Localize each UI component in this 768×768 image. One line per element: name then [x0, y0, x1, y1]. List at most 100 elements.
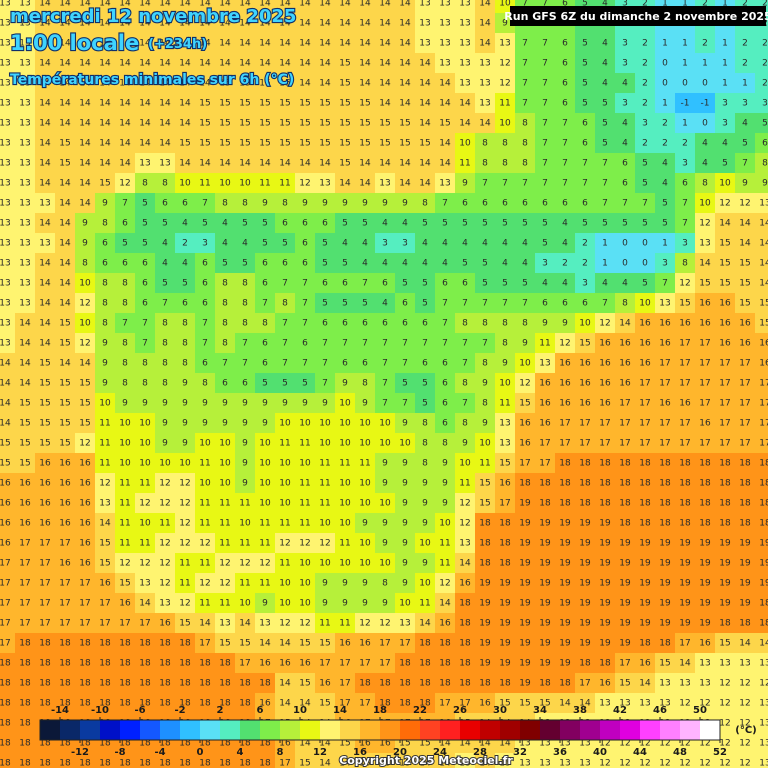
temperature-value: 17 — [339, 659, 350, 669]
temperature-cell — [435, 413, 456, 434]
temperature-value: 16 — [599, 359, 611, 369]
colorbar-label: -4 — [154, 747, 165, 758]
temperature-value: 15 — [279, 99, 290, 109]
temperature-value: 9 — [562, 319, 568, 329]
temperature-cell — [455, 313, 476, 334]
temperature-cell — [655, 593, 676, 614]
temperature-value: 18 — [679, 479, 691, 489]
temperature-cell — [415, 133, 436, 154]
temperature-cell — [215, 753, 236, 768]
temperature-value: 15 — [679, 299, 690, 309]
temperature-value: 14 — [299, 39, 311, 49]
temperature-value: 14 — [419, 759, 431, 768]
temperature-cell — [155, 73, 176, 94]
temperature-cell — [15, 553, 36, 574]
temperature-cell — [675, 453, 696, 474]
temperature-value: 14 — [119, 79, 131, 89]
temperature-cell — [115, 73, 136, 94]
temperature-cell — [15, 133, 36, 154]
temperature-value: 4 — [382, 259, 388, 269]
colorbar-label: 10 — [293, 705, 307, 716]
temperature-cell — [95, 353, 116, 374]
temperature-value: 14 — [159, 0, 171, 9]
temperature-cell — [395, 0, 416, 14]
temperature-cell — [435, 633, 456, 654]
temperature-value: 14 — [239, 159, 251, 169]
colorbar-label: 6 — [257, 705, 264, 716]
temperature-cell — [455, 533, 476, 554]
temperature-value: 16 — [159, 619, 171, 629]
temperature-value: 5 — [602, 99, 608, 109]
temperature-value: 14 — [319, 759, 331, 768]
temperature-cell — [115, 753, 136, 768]
temperature-cell — [475, 433, 496, 454]
temperature-value: 18 — [759, 619, 768, 629]
temperature-value: 9 — [322, 399, 328, 409]
temperature-value: 19 — [739, 599, 751, 609]
temperature-cell — [635, 413, 656, 434]
temperature-cell — [55, 473, 76, 494]
temperature-cell — [555, 493, 576, 514]
temperature-cell — [235, 373, 256, 394]
temperature-value: 7 — [382, 359, 388, 369]
temperature-cell — [375, 333, 396, 354]
temperature-value: 5 — [422, 299, 428, 309]
temperature-value: 15 — [59, 319, 70, 329]
temperature-value: 8 — [682, 259, 688, 269]
temperature-cell — [55, 0, 76, 14]
temperature-value: 14 — [379, 19, 391, 29]
temperature-value: 18 — [439, 679, 451, 689]
temperature-cell — [655, 433, 676, 454]
temperature-value: 8 — [382, 579, 388, 589]
temperature-value: 10 — [239, 179, 251, 189]
temperature-cell — [715, 153, 736, 174]
temperature-value: 18 — [399, 699, 411, 709]
temperature-cell — [375, 253, 396, 274]
temperature-value: 12 — [619, 739, 630, 749]
temperature-value: 11 — [279, 559, 290, 569]
temperature-cell — [0, 333, 16, 354]
temperature-cell — [515, 593, 536, 614]
temperature-cell — [315, 573, 336, 594]
temperature-value: 13 — [139, 159, 150, 169]
temperature-cell — [655, 673, 676, 694]
temperature-value: 2 — [642, 139, 648, 149]
temperature-cell — [115, 133, 136, 154]
colorbar-swatch — [620, 720, 641, 740]
temperature-value: 17 — [619, 659, 630, 669]
temperature-cell — [195, 493, 216, 514]
temperature-value: 11 — [239, 539, 250, 549]
temperature-cell — [115, 473, 136, 494]
temperature-cell — [455, 693, 476, 714]
temperature-cell — [235, 753, 256, 768]
temperature-value: 12 — [719, 759, 730, 768]
temperature-cell — [535, 173, 556, 194]
temperature-cell — [315, 493, 336, 514]
temperature-cell — [35, 113, 56, 134]
temperature-value: 18 — [679, 519, 691, 529]
temperature-cell — [435, 0, 456, 14]
temperature-cell — [0, 413, 16, 434]
temperature-cell — [355, 133, 376, 154]
temperature-value: 10 — [259, 499, 271, 509]
temperature-value: 18 — [559, 459, 571, 469]
temperature-value: 15 — [219, 79, 230, 89]
temperature-cell — [375, 573, 396, 594]
temperature-value: 16 — [719, 299, 731, 309]
temperature-cell — [215, 633, 236, 654]
temperature-cell — [735, 93, 756, 114]
temperature-value: 10 — [299, 559, 311, 569]
temperature-cell — [715, 653, 736, 674]
temperature-value: 15 — [759, 319, 768, 329]
temperature-cell — [455, 413, 476, 434]
temperature-value: 14 — [439, 99, 451, 109]
temperature-cell — [235, 653, 256, 674]
temperature-value: 14 — [199, 0, 211, 9]
temperature-cell — [695, 273, 716, 294]
temperature-value: 17 — [139, 619, 150, 629]
temperature-cell — [655, 113, 676, 134]
temperature-cell — [155, 53, 176, 74]
temperature-cell — [0, 453, 16, 474]
temperature-cell — [655, 573, 676, 594]
temperature-value: 3 — [662, 259, 668, 269]
